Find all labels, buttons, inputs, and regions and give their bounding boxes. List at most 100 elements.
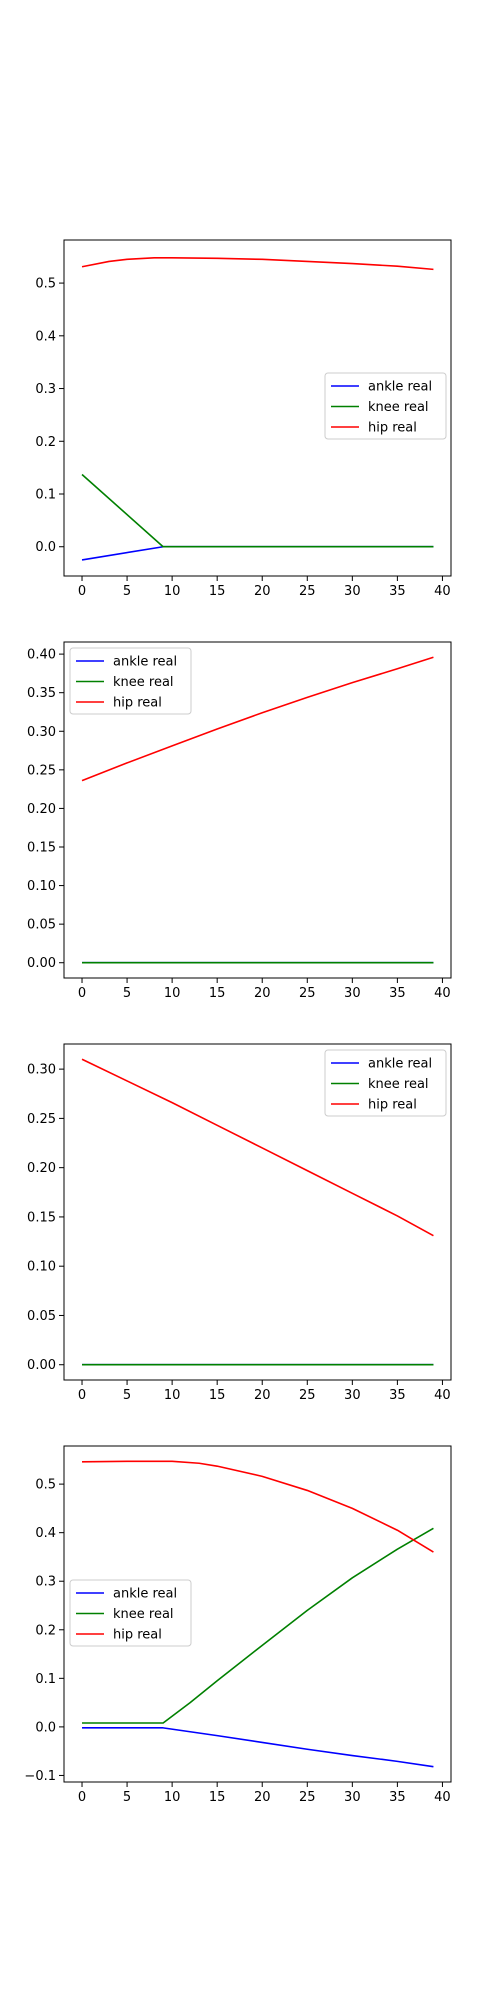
x-tick-label: 5 xyxy=(123,1388,131,1403)
legend-label: knee real xyxy=(368,400,429,415)
chart-panel-1: 0 5 10 15 20 25 30 35 40 0.0 0.1 0.2 0.3 0.4 0.5 ankle … xyxy=(35,239,452,599)
y-tick-label: 0.15 xyxy=(27,1210,56,1225)
series-line-knee-real xyxy=(81,473,434,548)
x-tick-label: 15 xyxy=(209,584,226,599)
y-tick-label: 0.25 xyxy=(27,1112,56,1127)
y-tick-label: 0.1 xyxy=(35,488,56,503)
x-tick-label: 0 xyxy=(78,1790,86,1805)
legend-label: hip real xyxy=(368,1098,417,1113)
x-tick-label: 15 xyxy=(209,1388,226,1403)
legend: ankle real knee real hip real xyxy=(69,647,192,715)
legend-label: ankle real xyxy=(113,1587,177,1602)
legend-label: knee real xyxy=(113,675,174,690)
x-tick-label: 25 xyxy=(299,1790,316,1805)
x-tick-label: 25 xyxy=(299,986,316,1001)
y-tick-label: 0.0 xyxy=(35,1720,56,1735)
y-tick-label: 0.0 xyxy=(35,540,56,555)
axes-frame xyxy=(63,1043,452,1381)
x-tick-label: 0 xyxy=(78,986,86,1001)
legend-box xyxy=(324,1049,447,1117)
y-tick-label: 0.5 xyxy=(35,277,56,292)
x-tick-label: 10 xyxy=(164,986,181,1001)
y-tick-label: 0.40 xyxy=(27,648,56,663)
x-tick-label: 15 xyxy=(209,986,226,1001)
x-tick-label: 40 xyxy=(434,1388,451,1403)
legend-label: ankle real xyxy=(368,380,432,395)
y-tick-label: 0.10 xyxy=(27,1260,56,1275)
y-tick-label: 0.4 xyxy=(35,1526,56,1541)
axes-frame xyxy=(63,239,452,577)
series-line-hip-real xyxy=(81,1058,434,1237)
y-tick-label: 0.20 xyxy=(27,802,56,817)
series-line-ankle-real xyxy=(82,1727,434,1768)
x-tick-label: 0 xyxy=(78,1388,86,1403)
y-tick-label: 0.05 xyxy=(27,918,56,933)
y-tick-label: 0.1 xyxy=(35,1672,56,1687)
y-tick-label: −0.1 xyxy=(24,1769,56,1784)
x-tick-label: 10 xyxy=(164,1790,181,1805)
x-tick-label: 25 xyxy=(299,1388,316,1403)
axes-frame xyxy=(63,641,452,979)
x-tick-label: 20 xyxy=(254,1790,271,1805)
legend-box xyxy=(69,1579,192,1647)
x-tick-label: 35 xyxy=(389,1790,406,1805)
legend-label: hip real xyxy=(113,696,162,711)
x-tick-label: 30 xyxy=(344,584,361,599)
axes-frame xyxy=(63,1445,452,1783)
legend-label: ankle real xyxy=(113,655,177,670)
legend-label: knee real xyxy=(368,1077,429,1092)
x-tick-label: 40 xyxy=(434,1790,451,1805)
x-tick-label: 40 xyxy=(434,584,451,599)
chart-panel-4: 0 5 10 15 20 25 30 35 40 −0.1 0.0 0.1 0.2 0.3 0.4 0.5 an… xyxy=(24,1445,452,1805)
chart-panel-2: 0 5 10 15 20 25 30 35 40 0.00 0.05 0.10 0.15 0.20 0.25… xyxy=(27,641,452,1001)
y-tick-label: 0.00 xyxy=(27,1358,56,1373)
x-tick-label: 30 xyxy=(344,1790,361,1805)
y-tick-label: 0.2 xyxy=(35,1623,56,1638)
x-tick-label: 25 xyxy=(299,584,316,599)
x-tick-label: 5 xyxy=(123,1790,131,1805)
legend-label: knee real xyxy=(113,1607,174,1622)
series-line-knee-real xyxy=(82,1527,434,1724)
x-tick-label: 5 xyxy=(123,986,131,1001)
y-tick-label: 0.3 xyxy=(35,1575,56,1590)
y-tick-label: 0.10 xyxy=(27,879,56,894)
y-tick-label: 0.15 xyxy=(27,840,56,855)
x-tick-label: 30 xyxy=(344,986,361,1001)
chart-panel-3: 0 5 10 15 20 25 30 35 40 0.00 0.05 0.10 0.15 0.20 0.25… xyxy=(27,1043,452,1403)
legend-label: ankle real xyxy=(368,1057,432,1072)
y-tick-label: 0.25 xyxy=(27,763,56,778)
x-tick-label: 20 xyxy=(254,1388,271,1403)
x-tick-label: 35 xyxy=(389,584,406,599)
y-tick-label: 0.30 xyxy=(27,725,56,740)
legend: ankle real knee real hip real xyxy=(324,372,447,440)
x-tick-label: 40 xyxy=(434,986,451,1001)
series-line-hip-real xyxy=(82,1460,434,1553)
legend-label: hip real xyxy=(368,421,417,436)
legend: ankle real knee real hip real xyxy=(69,1579,192,1647)
x-tick-label: 30 xyxy=(344,1388,361,1403)
x-tick-label: 15 xyxy=(209,1790,226,1805)
series-line-hip-real xyxy=(81,256,434,271)
x-tick-label: 20 xyxy=(254,986,271,1001)
y-tick-label: 0.2 xyxy=(35,435,56,450)
y-tick-label: 0.05 xyxy=(27,1309,56,1324)
legend-box xyxy=(69,647,192,715)
series-line-hip-real xyxy=(81,656,434,782)
x-tick-label: 20 xyxy=(254,584,271,599)
x-tick-label: 0 xyxy=(78,584,86,599)
x-tick-label: 10 xyxy=(164,584,181,599)
legend-box xyxy=(324,372,447,440)
y-tick-label: 0.00 xyxy=(27,956,56,971)
y-tick-label: 0.20 xyxy=(27,1161,56,1176)
y-tick-label: 0.3 xyxy=(35,382,56,397)
x-tick-label: 10 xyxy=(164,1388,181,1403)
x-tick-label: 35 xyxy=(389,986,406,1001)
y-tick-label: 0.4 xyxy=(35,329,56,344)
x-tick-label: 5 xyxy=(123,584,131,599)
y-tick-label: 0.30 xyxy=(27,1063,56,1078)
y-tick-label: 0.5 xyxy=(35,1478,56,1493)
x-tick-label: 35 xyxy=(389,1388,406,1403)
legend-label: hip real xyxy=(113,1628,162,1643)
legend: ankle real knee real hip real xyxy=(324,1049,447,1117)
